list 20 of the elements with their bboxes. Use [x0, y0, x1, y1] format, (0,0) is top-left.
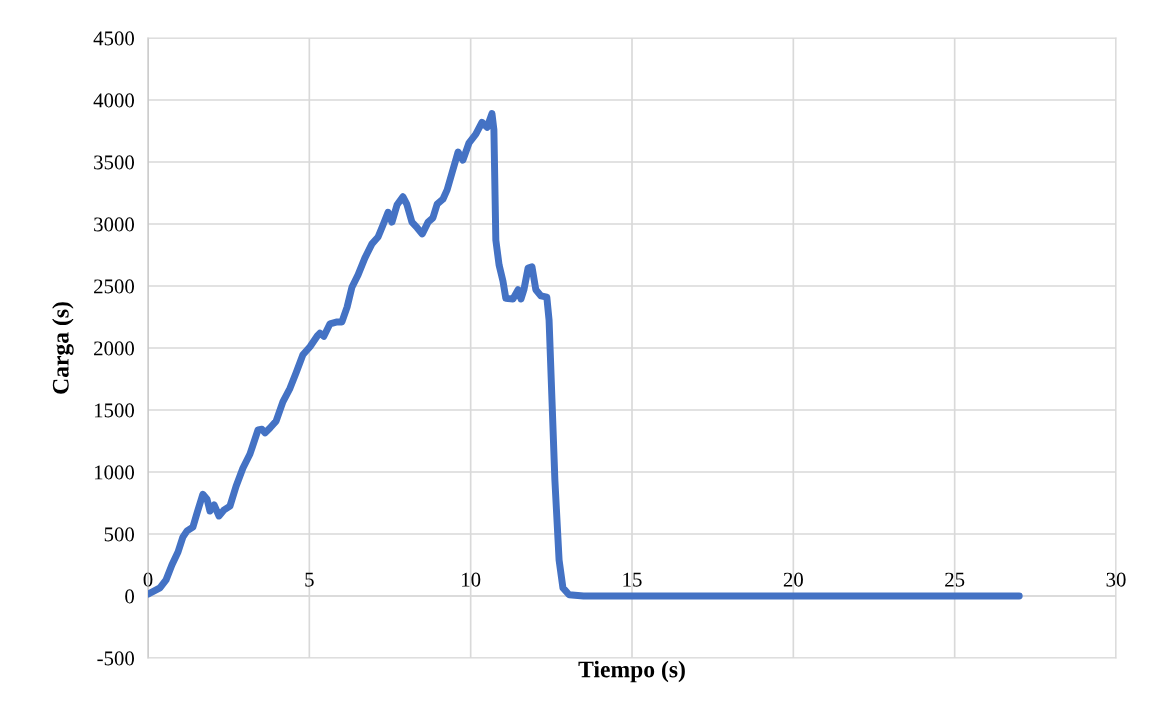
y-tick-label: 4000	[93, 93, 135, 108]
y-tick-label: 500	[104, 527, 135, 542]
x-tick-label: 25	[945, 572, 965, 587]
y-tick-label: 2000	[94, 341, 135, 356]
y-tick-label: 1500	[94, 403, 135, 418]
y-tick-label: 0	[125, 589, 135, 604]
x-tick-label: 20	[783, 572, 803, 587]
y-axis-title: Carga (s)	[52, 302, 74, 394]
y-tick-label: 1000	[94, 465, 135, 480]
y-tick-label: 3000	[94, 217, 135, 232]
y-tick-label: 3500	[94, 155, 135, 170]
x-tick-label: 15	[623, 572, 642, 587]
x-axis-title: Tiempo (s)	[578, 660, 685, 683]
x-tick-label: 0	[143, 572, 153, 587]
x-tick-label: 30	[1106, 572, 1126, 587]
y-tick-label: 4500	[93, 31, 135, 46]
y-tick-label: 2500	[94, 279, 135, 294]
x-tick-label: 5	[305, 572, 314, 587]
x-tick-label: 10	[462, 572, 481, 587]
y-tick-label: -500	[97, 651, 135, 666]
